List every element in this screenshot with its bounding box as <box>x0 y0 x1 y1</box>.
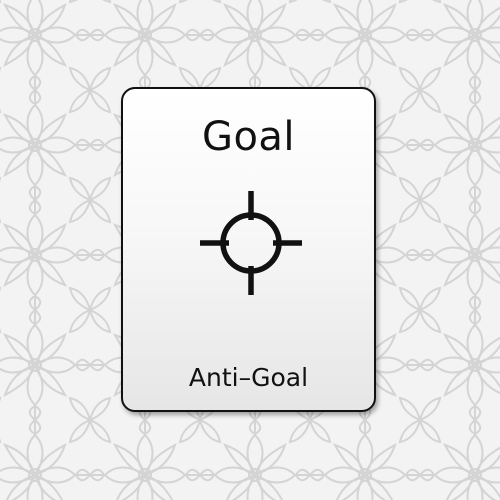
goal-card[interactable]: Goal Anti–Goal <box>121 87 376 412</box>
crosshair-icon <box>200 191 302 295</box>
card-title: Goal <box>201 114 296 160</box>
card-subtitle: Anti–Goal <box>188 363 309 392</box>
